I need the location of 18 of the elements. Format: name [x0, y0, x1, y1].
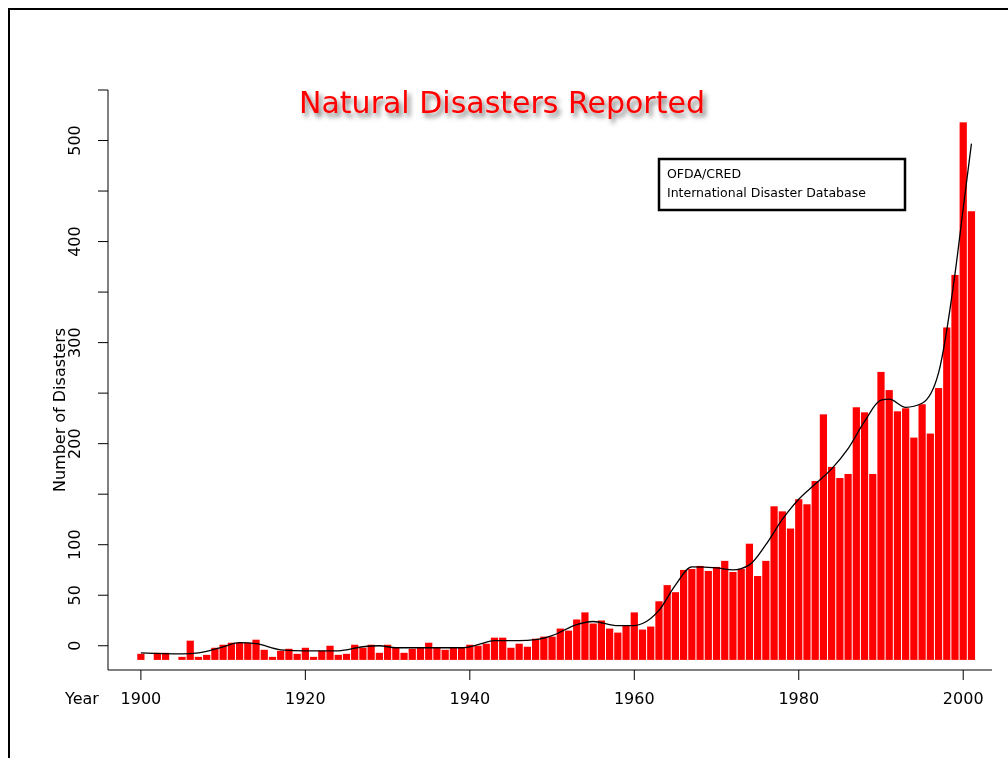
y-tick-label: 100 [65, 529, 84, 560]
y-tick-label: 50 [65, 585, 84, 606]
x-tick-label: 1980 [778, 689, 820, 708]
line-series [140, 142, 973, 655]
x-tick-label: 1900 [120, 689, 162, 708]
x-axis-title: Year [64, 689, 100, 708]
annotation: OFDA/CRED [667, 166, 742, 181]
y-tick-label: 400 [65, 226, 84, 257]
x-tick-label: 2000 [942, 689, 984, 708]
annotation: International Disaster Database [667, 185, 867, 200]
x-tick-label: 1960 [613, 689, 655, 708]
bar [137, 653, 145, 660]
note-box: OFDA/CRED International Disaster Database [657, 157, 907, 212]
chart-title: Natural Disasters Reported [299, 85, 705, 120]
y-tick-label: 500 [65, 125, 84, 156]
x-tick-label: 1920 [285, 689, 326, 708]
x-tick-label: 1940 [449, 689, 491, 708]
y-tick-label: 0 [65, 640, 84, 651]
